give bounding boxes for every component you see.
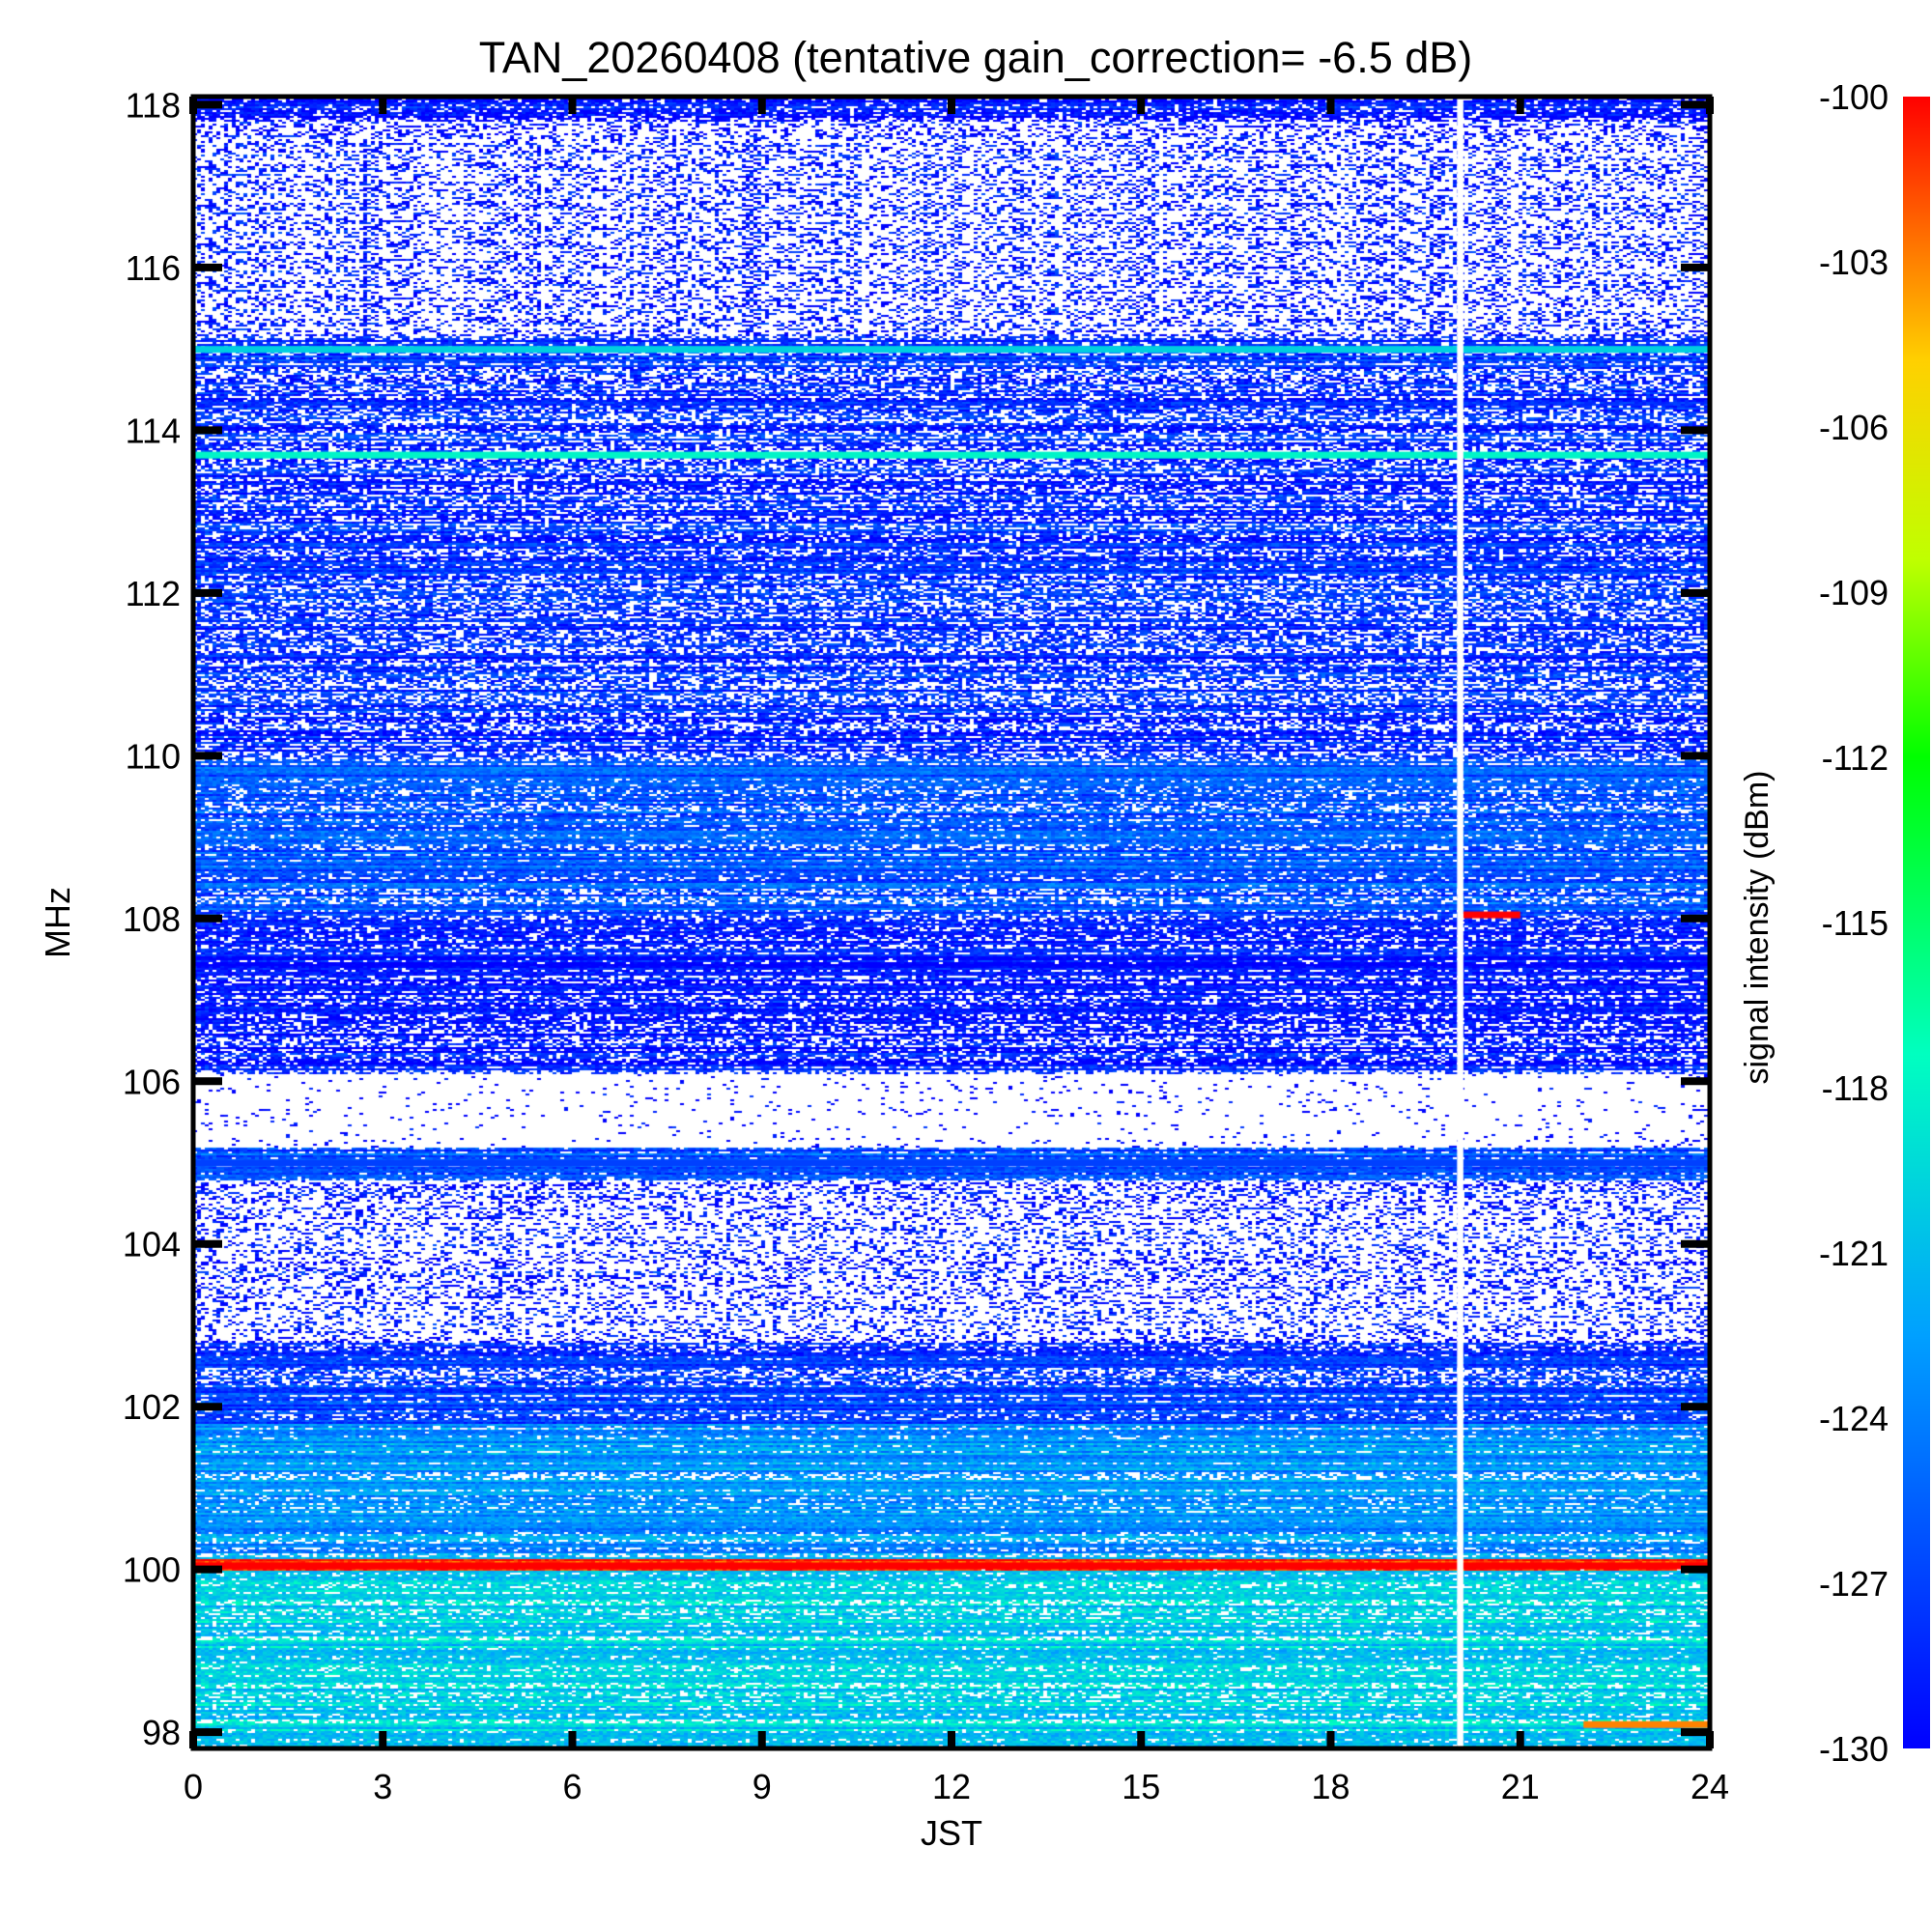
y-tick-label: 104: [123, 1225, 181, 1264]
y-tick-label: 108: [123, 899, 181, 939]
y-axis-label: MHz: [38, 887, 77, 958]
y-axis: 98 100 102 104 106 108 110 112 114 116 118: [123, 85, 1710, 1752]
y-tick-label: 114: [126, 411, 181, 450]
colorbar-tick-label: -130: [1819, 1729, 1889, 1769]
colorbar-tick-label: -112: [1822, 738, 1889, 778]
x-tick-label: 24: [1690, 1767, 1729, 1806]
x-tick-label: 9: [753, 1767, 772, 1806]
x-tick-label: 15: [1122, 1767, 1160, 1806]
colorbar: [1903, 97, 1930, 1748]
x-tick-label: 6: [562, 1767, 582, 1806]
y-tick-label: 98: [142, 1713, 181, 1752]
y-tick-label: 100: [123, 1550, 181, 1590]
colorbar-tick-label: -115: [1822, 903, 1889, 943]
y-tick-label: 116: [126, 248, 181, 288]
y-tick-label: 110: [126, 736, 181, 776]
x-tick-label: 18: [1311, 1767, 1350, 1806]
colorbar-label: signal intensity (dBm): [1739, 770, 1776, 1084]
chart-title: TAN_20260408 (tentative gain_correction=…: [479, 33, 1473, 82]
colorbar-tick-label: -100: [1819, 77, 1889, 117]
colorbar-tick-label: -127: [1819, 1564, 1889, 1604]
spectrogram-heatmap: [193, 97, 1710, 1748]
colorbar-tick-label: -124: [1819, 1399, 1889, 1438]
colorbar-tick-label: -118: [1822, 1068, 1889, 1108]
y-tick-label: 106: [123, 1062, 181, 1101]
colorbar-ticks: -100 -103 -106 -109 -112 -115 -118 -121 -124 -127…: [1819, 77, 1889, 1769]
y-tick-label: 118: [126, 85, 181, 125]
x-tick-label: 0: [184, 1767, 203, 1806]
x-tick-label: 21: [1501, 1767, 1540, 1806]
colorbar-tick-label: -109: [1819, 573, 1889, 612]
x-tick-label: 12: [932, 1767, 971, 1806]
colorbar-tick-label: -121: [1819, 1234, 1889, 1273]
colorbar-tick-label: -106: [1819, 408, 1889, 447]
y-tick-label: 112: [126, 574, 181, 613]
y-tick-label: 102: [123, 1387, 181, 1427]
x-axis-label: JST: [921, 1813, 982, 1853]
x-tick-label: 3: [373, 1767, 392, 1806]
colorbar-tick-label: -103: [1819, 242, 1889, 282]
x-axis: 0 3 6 9 12 15 18 21 24: [184, 97, 1729, 1806]
heatmap-image: [193, 97, 1710, 1748]
